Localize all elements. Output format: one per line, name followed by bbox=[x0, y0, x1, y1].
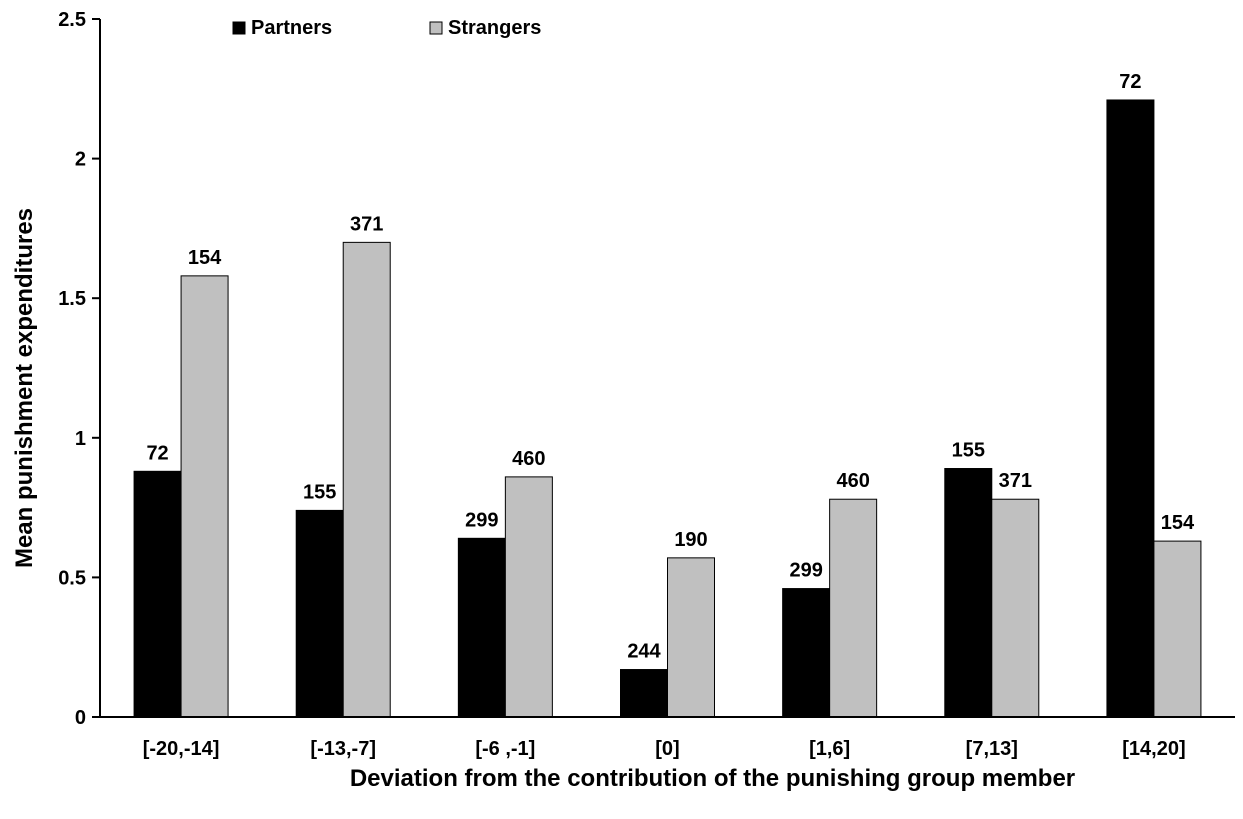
data-label-strangers-5: 371 bbox=[999, 470, 1032, 492]
bar-strangers-2 bbox=[504, 476, 553, 718]
y-tick-label: 2.5 bbox=[58, 9, 86, 31]
bar-partners-6 bbox=[1106, 99, 1155, 718]
y-tick-label: 0.5 bbox=[58, 567, 86, 589]
data-labels-layer: 72 154 155 371 299 460 244 190 299 460 155 371 72 154 bbox=[146, 71, 1195, 663]
bar-partners-0 bbox=[133, 470, 182, 718]
y-tick-label: 1 bbox=[75, 428, 86, 450]
x-tick-label: [-6 ,-1] bbox=[475, 738, 535, 760]
legend: Partners Strangers bbox=[232, 17, 541, 39]
data-label-partners-4: 299 bbox=[789, 560, 822, 582]
x-tick-label: [7,13] bbox=[966, 738, 1018, 760]
data-label-partners-3: 244 bbox=[627, 641, 661, 663]
bar-strangers-6 bbox=[1153, 540, 1202, 718]
axes-layer bbox=[99, 19, 1235, 718]
y-tick-label: 0 bbox=[75, 707, 86, 729]
bar-partners-2 bbox=[457, 537, 506, 718]
y-axis-title: Mean punishment expenditures bbox=[11, 208, 38, 568]
bar-partners-3 bbox=[620, 669, 668, 718]
data-label-partners-6: 72 bbox=[1119, 71, 1141, 93]
legend-swatch-strangers bbox=[429, 21, 443, 35]
bar-partners-4 bbox=[782, 588, 831, 718]
data-label-strangers-6: 154 bbox=[1161, 512, 1195, 534]
bar-partners-5 bbox=[944, 468, 993, 718]
data-label-partners-1: 155 bbox=[303, 481, 336, 503]
x-tick-label: [-20,-14] bbox=[143, 738, 220, 760]
x-tick-label: [14,20] bbox=[1122, 738, 1185, 760]
data-label-strangers-0: 154 bbox=[188, 247, 222, 269]
bar-strangers-4 bbox=[829, 498, 878, 718]
data-label-strangers-3: 190 bbox=[674, 529, 707, 551]
x-tick-label: [1,6] bbox=[809, 738, 850, 760]
y-tick-label: 2 bbox=[75, 149, 86, 171]
bar-partners-1 bbox=[295, 509, 344, 718]
bar-strangers-5 bbox=[991, 498, 1040, 718]
legend-label-partners: Partners bbox=[251, 17, 332, 39]
data-label-strangers-1: 371 bbox=[350, 213, 383, 235]
data-label-partners-2: 299 bbox=[465, 509, 498, 531]
ticks-layer: 0 0.5 1 1.5 2 2.5 [-20,-14] [-13,-7] [-6 ,-1] [0]… bbox=[58, 9, 1185, 760]
bar-strangers-1 bbox=[342, 241, 391, 718]
data-label-strangers-2: 460 bbox=[512, 448, 545, 470]
bar-strangers-0 bbox=[180, 275, 229, 718]
x-axis-title: Deviation from the contribution of the p… bbox=[350, 765, 1075, 792]
data-label-strangers-4: 460 bbox=[836, 470, 869, 492]
legend-swatch-partners bbox=[232, 21, 246, 35]
data-label-partners-5: 155 bbox=[952, 440, 985, 462]
x-tick-label: [0] bbox=[655, 738, 679, 760]
bars-layer bbox=[133, 99, 1202, 718]
legend-label-strangers: Strangers bbox=[448, 17, 541, 39]
data-label-partners-0: 72 bbox=[146, 442, 168, 464]
y-tick-label: 1.5 bbox=[58, 288, 86, 310]
x-tick-label: [-13,-7] bbox=[310, 738, 376, 760]
bar-strangers-3 bbox=[667, 557, 715, 718]
